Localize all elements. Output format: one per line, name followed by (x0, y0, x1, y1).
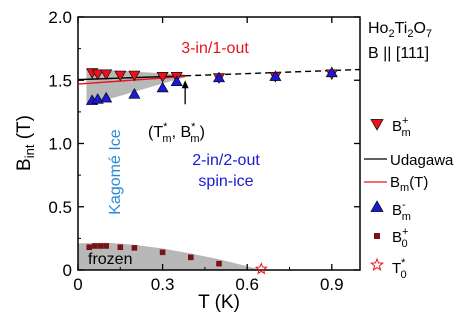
sample-label: Ho2Ti2O7 (368, 20, 432, 40)
annotation-kagome-ice: Kagomé Ice (107, 129, 124, 214)
data-point-b-m (128, 70, 141, 82)
data-point-t-0 (254, 262, 268, 275)
legend-marker-bminus-m (370, 200, 384, 212)
legend-marker-b0 (374, 233, 380, 239)
data-point-b-0 (188, 254, 194, 261)
data-point-b-0 (92, 243, 98, 249)
data-point-b-m (212, 71, 226, 83)
data-point-b-0 (159, 249, 166, 256)
data-point-b-m (100, 69, 113, 81)
annotation-3in1out: 3-in/1-out (181, 40, 249, 57)
axis-ticks: 0 0.3 0.6 0.9 0 0.5 1.0 1.5 2.0 (48, 8, 360, 294)
data-point-b-0 (97, 243, 104, 249)
annotation-2in2out: 2-in/2-out (192, 152, 260, 169)
data-point-b-0 (86, 244, 93, 251)
data-point-b-0 (103, 243, 109, 249)
data-point-b-0 (216, 260, 222, 267)
data-point-b-m (156, 72, 169, 83)
series-line-bm-t- (77, 75, 186, 85)
y-tick-label: 0 (63, 261, 72, 280)
legend-label-udagawa: Udagawa (390, 152, 454, 169)
x-tick-label: 0.9 (320, 275, 344, 294)
legend-label-bm-t: Bm(T) (390, 174, 428, 194)
data-point-b-m (269, 70, 282, 81)
legend-label-b0: B+ 0 (392, 226, 408, 250)
data-point-b-m (114, 70, 127, 82)
x-tick-label: 0 (73, 275, 82, 294)
annotation-frozen: frozen (88, 251, 132, 268)
data-point-b-m (156, 81, 169, 93)
annotation-tm-bm: (T* m, B* m) (148, 121, 205, 145)
legend: B+ m Udagawa Bm(T) B-m B+ 0 T* 0 (364, 115, 454, 281)
data-point-b-m (91, 69, 104, 81)
data-point-b-m (170, 75, 183, 86)
frozen-shaded-region (78, 242, 262, 270)
y-tick-label: 2.0 (48, 8, 72, 27)
legend-label-bplus-m: B+ m (392, 115, 411, 139)
series-line-udagawa (77, 75, 186, 81)
y-tick-label: 0.5 (48, 198, 72, 217)
annotation-spin-ice: spin-ice (198, 173, 253, 190)
series-markers (86, 66, 338, 275)
data-point-b-m (128, 88, 141, 99)
x-axis-label: T (K) (198, 292, 240, 313)
y-tick-label: 1.0 (48, 135, 72, 154)
y-axis-label: Bint (T) (14, 115, 37, 171)
data-point-b-0 (117, 244, 124, 251)
x-tick-label: 0.6 (235, 275, 259, 294)
data-point-b-0 (131, 245, 138, 251)
legend-marker-t0 (369, 257, 385, 271)
data-point-b-m (325, 66, 338, 78)
legend-label-bminus-m: B-m (392, 199, 411, 223)
field-label: B || [111] (368, 45, 429, 62)
data-point-b-m (91, 93, 104, 104)
tm-bm-arrow-head (181, 80, 189, 89)
x-tick-label: 0.3 (151, 275, 175, 294)
data-point-b-m (100, 91, 113, 103)
legend-marker-bplus-m (370, 119, 384, 131)
y-tick-label: 1.5 (48, 71, 72, 90)
legend-label-t0: T* 0 (392, 257, 407, 281)
